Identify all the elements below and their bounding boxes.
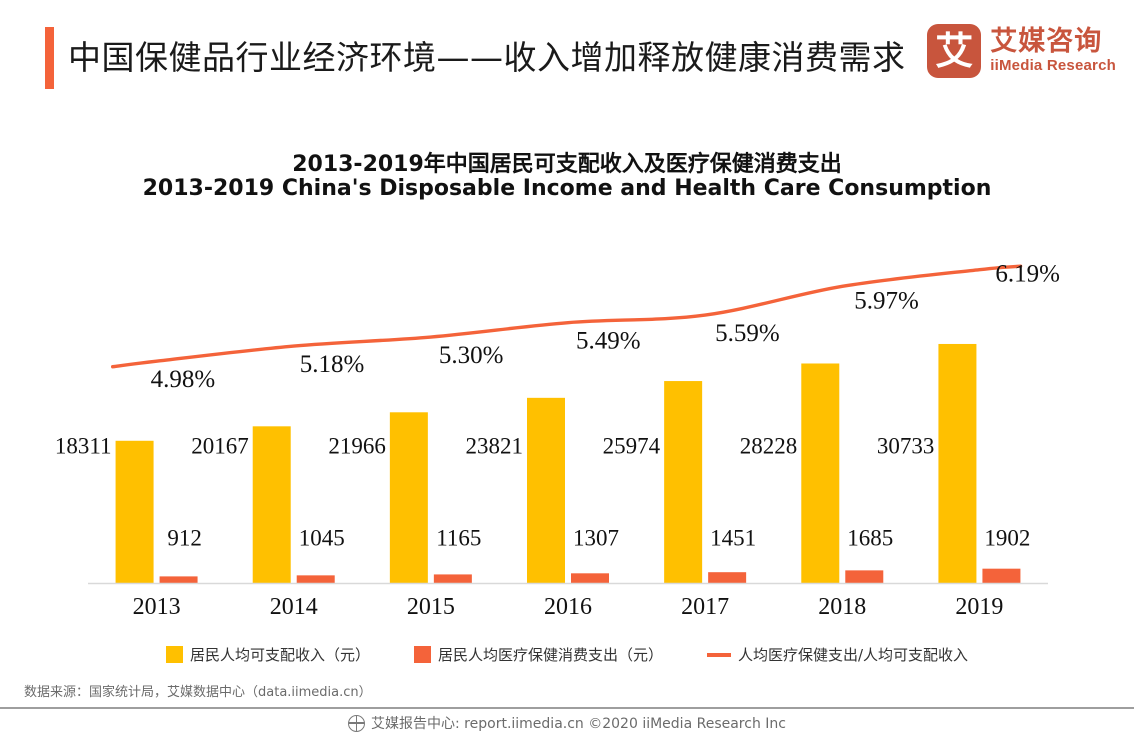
percent-label: 4.98% <box>151 366 216 393</box>
health-bar-group <box>159 568 1021 584</box>
income-bar-group <box>115 343 977 584</box>
health-value-label: 1451 <box>710 526 756 551</box>
income-bar <box>115 440 154 584</box>
page-footer: 艾媒报告中心: report.iimedia.cn ©2020 iiMedia … <box>0 709 1134 737</box>
income-value-label: 18311 <box>55 434 112 459</box>
legend-label-income: 居民人均可支配收入（元） <box>189 646 370 664</box>
x-axis-tick-2014: 2014 <box>269 594 318 620</box>
health-value-label: 1045 <box>299 526 345 551</box>
income-value-label: 21966 <box>328 434 386 459</box>
percent-label: 5.30% <box>439 342 504 369</box>
logo-brand-en: iiMedia Research <box>990 57 1116 74</box>
health-value-labels: 912 1045 1165 1307 1451 1685 1902 <box>167 526 1030 551</box>
health-value-label: 1165 <box>436 526 481 551</box>
logo-brand-cn: 艾媒咨询 <box>990 26 1103 57</box>
health-bar <box>159 576 198 584</box>
income-value-label: 25974 <box>603 434 661 459</box>
percent-label: 5.18% <box>300 351 365 378</box>
legend-item-ratio[interactable]: 人均医疗保健支出/人均可支配收入 <box>706 644 969 665</box>
x-axis-tick-2013: 2013 <box>132 594 181 620</box>
page-header: 中国保健品行业经济环境——收入增加释放健康消费需求 艾 艾媒咨询 iiMedia… <box>0 0 1134 108</box>
health-bar <box>708 572 747 584</box>
percent-value-labels: 4.98% 5.18% 5.30% 5.49% 5.59% 5.97% 6.19% <box>151 261 1060 394</box>
header-accent-bar <box>45 27 54 89</box>
health-bar <box>296 575 335 584</box>
income-value-label: 30733 <box>877 434 935 459</box>
health-value-label: 1307 <box>573 526 619 551</box>
page-title: 中国保健品行业经济环境——收入增加释放健康消费需求 <box>68 38 906 77</box>
data-source-note: 数据来源：国家统计局，艾媒数据中心（data.iimedia.cn） <box>24 685 372 700</box>
trend-line-path <box>110 264 1023 369</box>
legend-swatch-ratio-icon <box>706 652 731 657</box>
health-value-label: 1902 <box>984 526 1030 551</box>
income-bar <box>664 381 703 584</box>
x-axis-tick-2017: 2017 <box>681 594 730 620</box>
percent-label: 5.49% <box>576 328 641 355</box>
income-bar <box>527 397 565 584</box>
health-value-label: 912 <box>167 526 202 551</box>
x-axis-tick-2018: 2018 <box>818 594 867 620</box>
legend-swatch-income-icon <box>165 646 183 663</box>
health-value-label: 1685 <box>847 526 893 551</box>
x-axis-labels: 2013 2014 2015 2016 2017 2018 2019 <box>0 594 1134 628</box>
percent-label: 5.59% <box>715 320 780 347</box>
health-bar <box>571 573 609 584</box>
legend-item-income[interactable]: 居民人均可支配收入（元） <box>165 644 370 665</box>
footer-divider <box>0 707 1134 709</box>
chart-svg: 18311 20167 21966 23821 25974 28228 30733 912 1… <box>55 261 1060 585</box>
x-axis-tick-2019: 2019 <box>955 594 1004 620</box>
legend-swatch-health-icon <box>413 646 431 663</box>
chart-title-cn: 2013-2019年中国居民可支配收入及医疗保健消费支出 <box>292 152 842 177</box>
health-bar <box>845 570 884 584</box>
chart-plot-area: 18311 20167 21966 23821 25974 28228 30733 912 1… <box>0 210 1134 590</box>
legend-item-health[interactable]: 居民人均医疗保健消费支出（元） <box>413 644 663 665</box>
income-bar <box>801 363 840 584</box>
chart-legend: 居民人均可支配收入（元） 居民人均医疗保健消费支出（元） 人均医疗保健支出/人均… <box>0 644 1134 665</box>
legend-label-ratio: 人均医疗保健支出/人均可支配收入 <box>737 646 969 664</box>
percent-label: 6.19% <box>995 261 1060 288</box>
income-bar <box>389 412 428 584</box>
income-bar <box>252 426 291 584</box>
globe-icon <box>348 714 366 732</box>
logo-wordmark: 艾媒咨询 iiMedia Research <box>990 27 1116 75</box>
percent-label: 5.97% <box>854 287 919 314</box>
iimedia-logo: 艾 艾媒咨询 iiMedia Research <box>927 24 1116 78</box>
health-bar <box>433 574 472 584</box>
x-axis-tick-2016: 2016 <box>544 594 592 620</box>
income-value-label: 20167 <box>191 434 249 459</box>
logo-mark-icon: 艾 <box>927 24 982 78</box>
income-value-label: 28228 <box>740 434 798 459</box>
footer-credit: 艾媒报告中心: report.iimedia.cn ©2020 iiMedia … <box>371 716 786 732</box>
x-axis-tick-2015: 2015 <box>406 594 455 620</box>
income-value-labels: 18311 20167 21966 23821 25974 28228 30733 <box>55 434 935 459</box>
health-bar <box>982 568 1021 584</box>
income-value-label: 23821 <box>466 434 524 459</box>
legend-label-health: 居民人均医疗保健消费支出（元） <box>437 646 663 664</box>
chart-title-en: 2013-2019 China's Disposable Income and … <box>142 176 992 201</box>
income-bar <box>938 343 977 584</box>
